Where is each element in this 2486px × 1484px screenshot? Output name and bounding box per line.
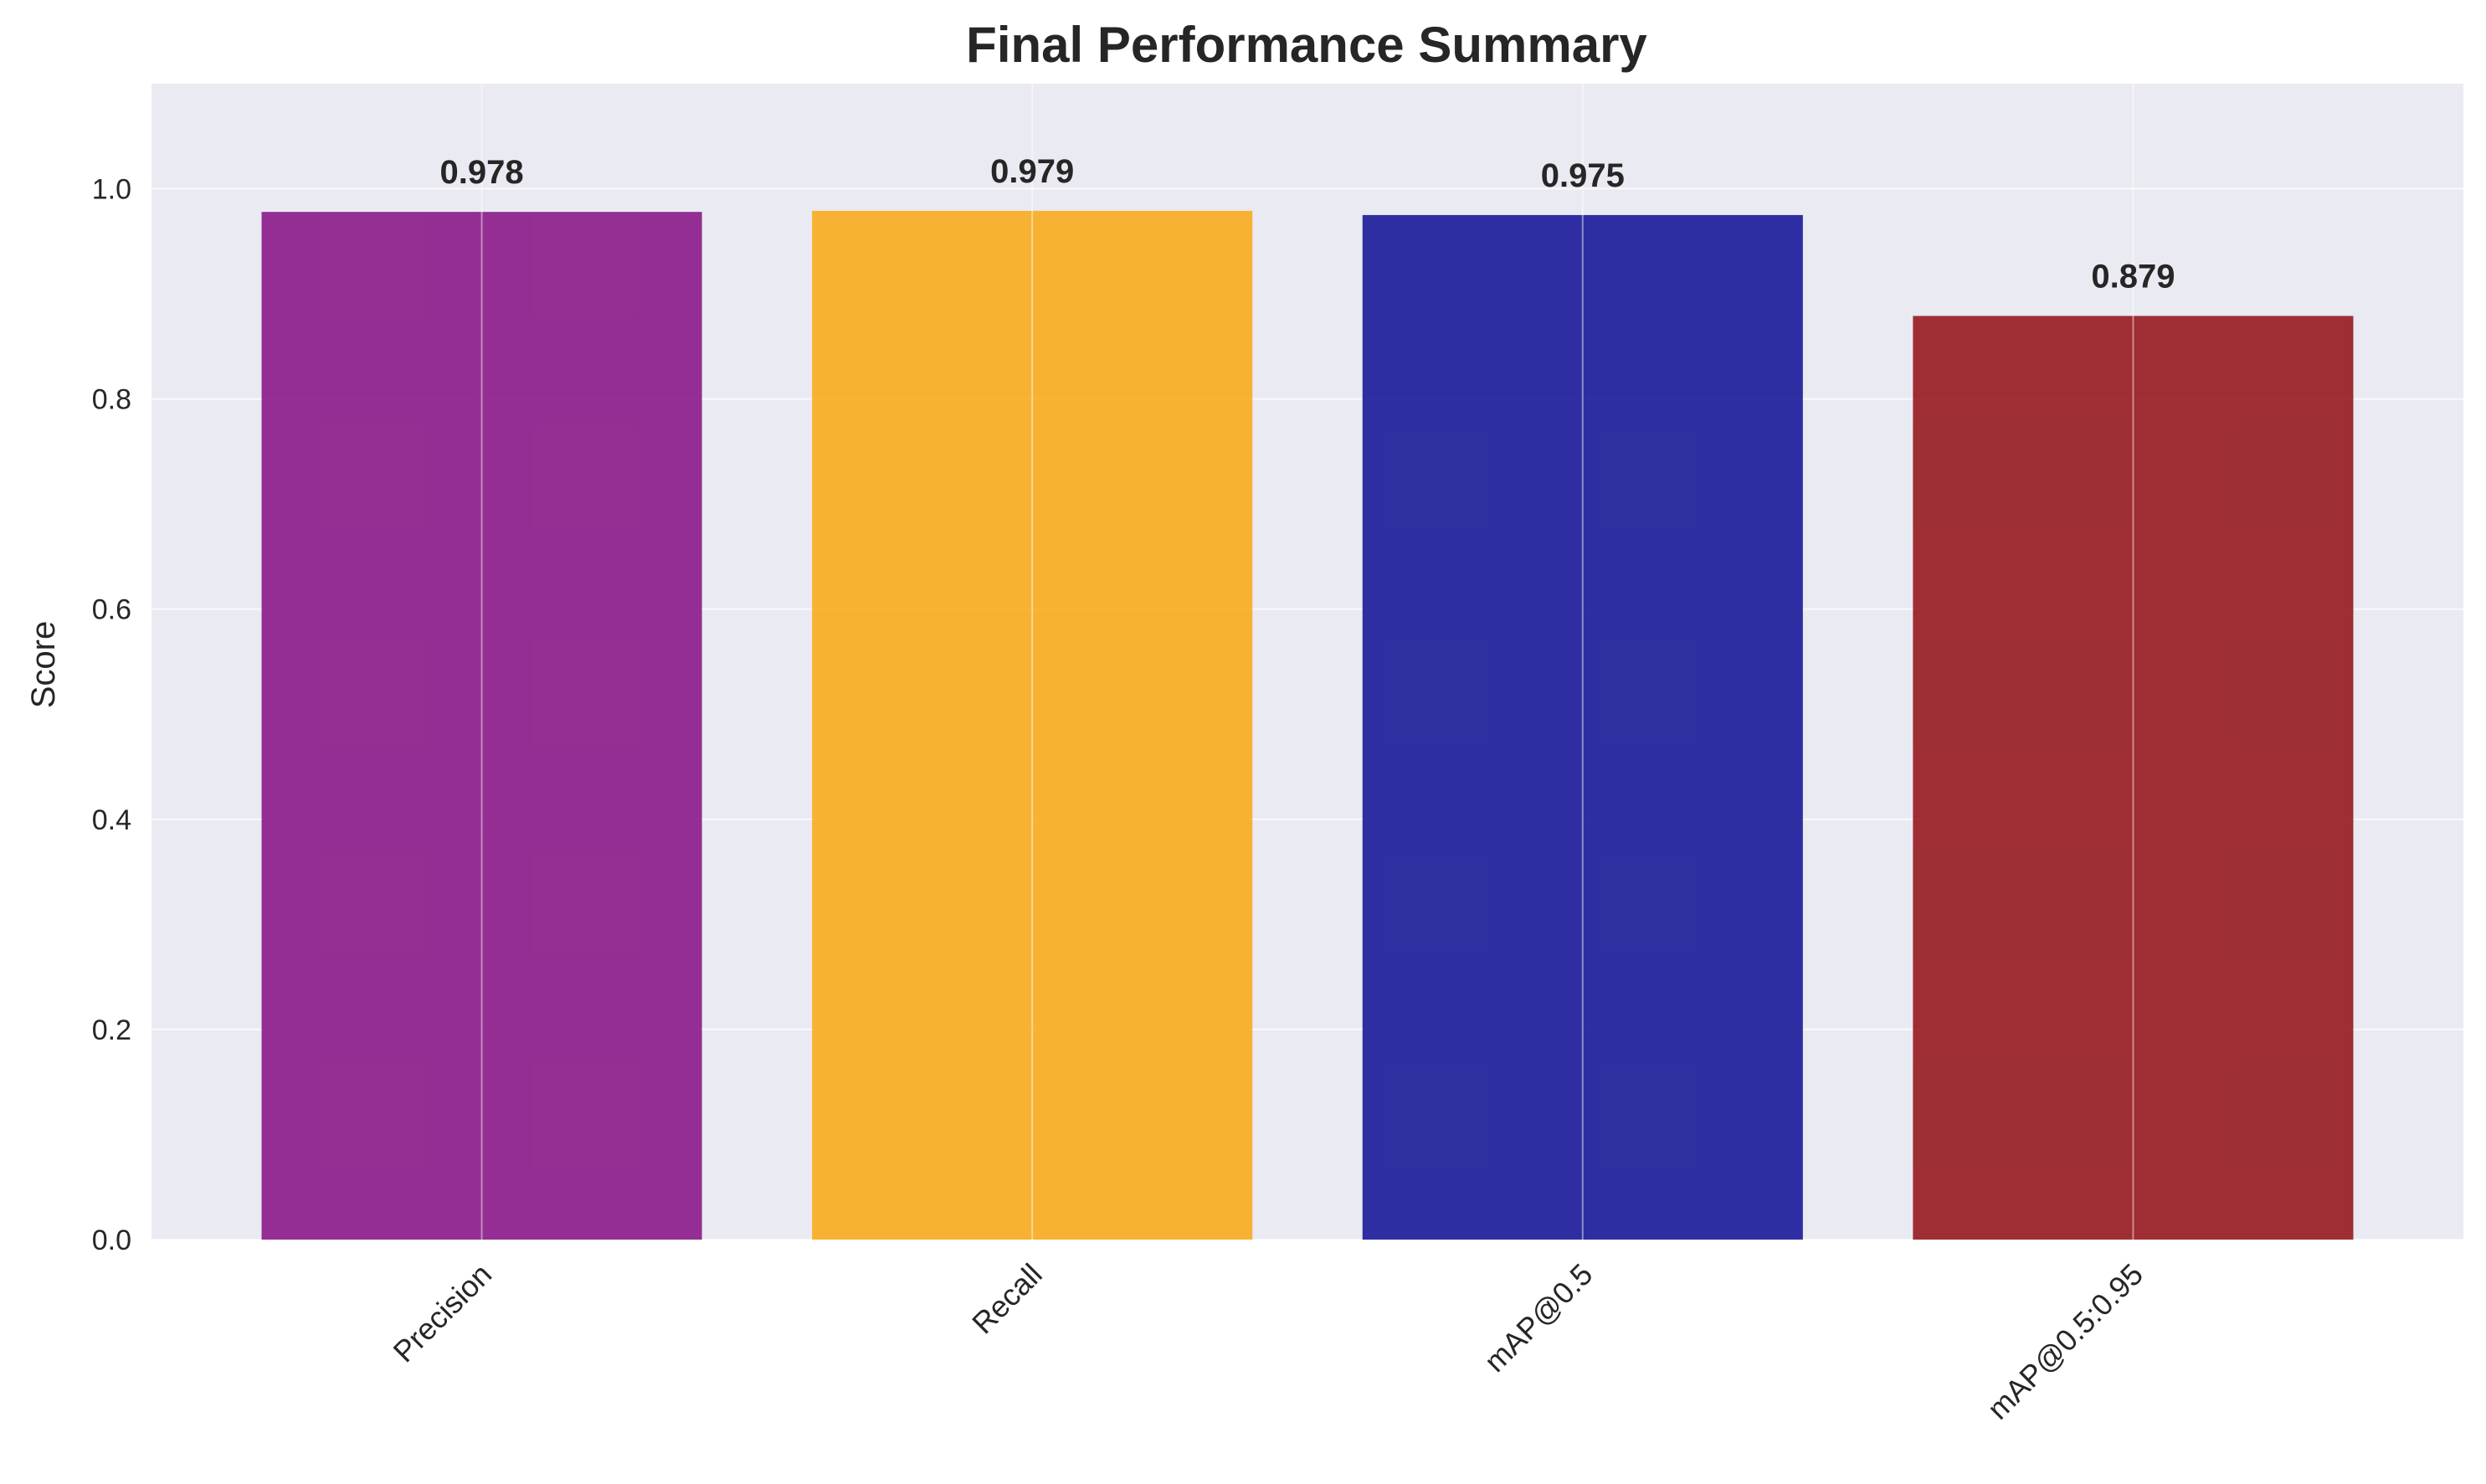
x-tick-label: mAP@0.5: [1477, 1257, 1599, 1379]
x-tick-label: mAP@0.5:0.95: [1980, 1257, 2150, 1426]
y-tick-label: 1.0: [92, 174, 131, 206]
bar: [261, 212, 702, 1240]
bar: [1362, 214, 1803, 1240]
x-tick-label: Precision: [387, 1257, 499, 1369]
bar-value-label: 0.975: [1541, 157, 1625, 194]
y-tick-label: 0.2: [92, 1014, 131, 1046]
bar: [812, 210, 1253, 1240]
x-tick-label: Recall: [965, 1257, 1049, 1341]
y-tick-label: 0.8: [92, 384, 131, 416]
bar: [1913, 316, 2354, 1240]
y-tick-label: 0.6: [92, 594, 131, 626]
bar-value-label: 0.979: [990, 153, 1074, 190]
y-axis-label: Score: [25, 621, 62, 709]
y-tick-label: 0.0: [92, 1225, 131, 1256]
bar-value-label: 0.978: [440, 154, 524, 191]
y-tick-label: 0.4: [92, 804, 131, 836]
bar-value-label: 0.879: [2091, 258, 2175, 295]
chart-title: Final Performance Summary: [966, 17, 1647, 73]
